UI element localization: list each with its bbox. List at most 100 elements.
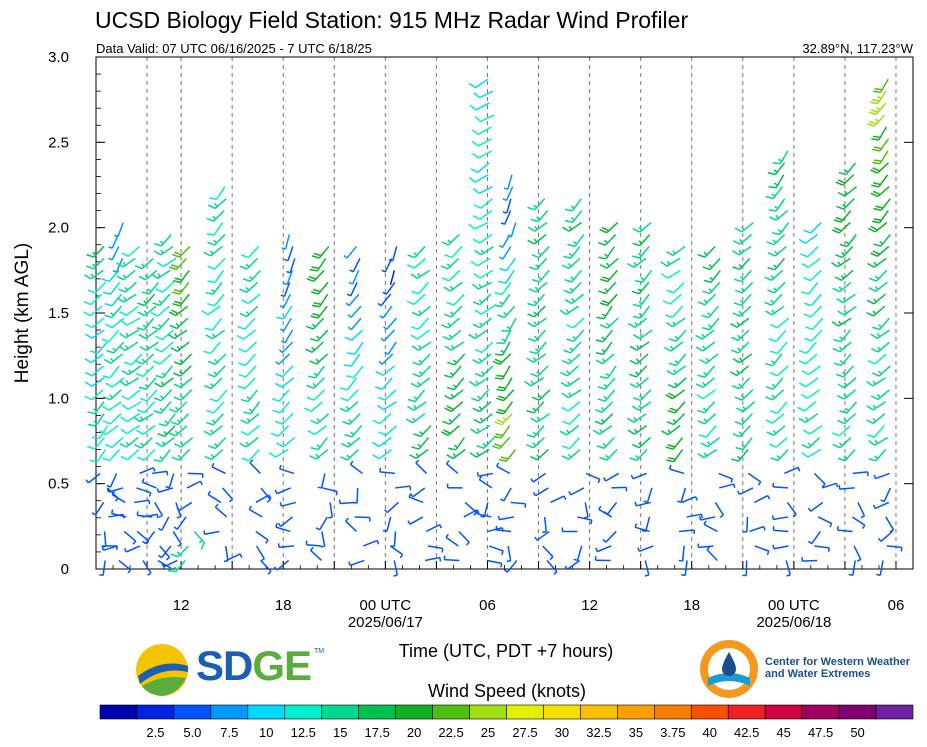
barb-flag [768,186,777,189]
wind-barb-low [678,545,685,562]
barb-flag [871,372,880,377]
barb-shaft [111,377,125,388]
barb-flag [470,260,478,267]
barb-shaft [499,516,515,521]
wind-barb [801,448,822,458]
barb-half-flag [110,312,115,316]
barb-half-flag [377,302,382,307]
barb-half-flag [703,452,708,457]
barb-shaft [93,245,105,258]
barb-flag [597,398,606,402]
wind-barb [339,401,359,413]
barb-flag [872,250,881,255]
wind-barb-low [277,543,294,548]
barb-flag [563,289,572,294]
barb-flag [411,311,420,317]
barb-flag [599,264,608,269]
wind-barb [866,413,886,425]
barb-half-flag [862,524,866,529]
wind-barb [769,365,789,377]
barb-half-flag [179,381,184,386]
cw3e-name: Center for Western Weather and Water Ext… [765,656,911,680]
barb-flag [154,347,163,353]
barb-half-flag [583,516,589,519]
barb-shaft [395,485,411,489]
wind-barb [87,437,105,450]
barb-flag [134,444,142,449]
wind-barb [410,269,431,279]
barb-half-flag [637,547,641,552]
wind-barb [345,293,360,307]
barb-shaft [681,545,685,561]
barb-flag [831,229,840,234]
barb-half-flag [739,357,743,362]
barb-flag [137,302,145,307]
barb-half-flag [701,333,706,338]
barb-shaft [207,493,222,504]
barb-flag [121,404,129,411]
barb-half-flag [532,442,537,447]
barb-flag [310,315,319,319]
barb-half-flag [286,270,291,274]
barb-half-flag [159,407,164,412]
wind-barb [772,222,790,236]
wind-barb [839,234,857,248]
barb-flag [473,92,481,99]
wind-barb [347,305,362,318]
barb-half-flag [158,514,163,519]
barb-shaft [604,377,616,390]
barb-flag [524,380,532,387]
barb-shaft [186,480,201,489]
wind-barb [599,365,617,379]
barb-shaft [773,545,789,550]
barb-flag [116,297,124,303]
wind-barb [470,162,490,174]
wind-barb [138,377,157,391]
barb-shaft [118,559,132,571]
wind-barb-low [495,462,511,475]
wind-barb [802,425,823,435]
barb-shaft [841,269,854,281]
barb-half-flag [447,322,451,327]
wind-barb [836,293,856,304]
barb-flag [311,304,320,308]
barb-half-flag [771,193,776,197]
wind-barb-low [583,502,589,519]
wind-barb [472,293,492,306]
wind-barb [207,353,227,366]
barb-half-flag [418,344,422,350]
barb-shaft [644,560,650,576]
wind-barb [275,353,290,365]
wind-barb [736,401,756,413]
wind-barb [634,269,653,284]
barb-shaft [636,449,648,461]
barb-shaft [211,448,224,461]
wind-barb [697,448,718,459]
barb-half-flag [738,263,743,268]
barb-flag [243,411,251,415]
wind-barb [239,437,259,448]
barb-half-flag [501,550,504,555]
x-tick-label: 00 UTC [768,597,820,614]
barb-shaft [632,472,648,480]
barb-flag [698,434,707,438]
barb-half-flag [347,441,352,446]
wind-barb [86,257,105,270]
y-tick-label: 2.0 [48,220,69,237]
wind-barb [661,425,681,436]
barb-half-flag [860,515,865,519]
barb-flag [104,443,113,449]
wind-barb [85,317,105,329]
wind-barb [121,245,141,258]
barb-flag [84,358,92,364]
wind-barb [476,437,495,449]
wind-barb-low [362,539,380,547]
barb-half-flag [124,286,129,291]
barb-flag [206,409,215,414]
wind-barb-low [161,559,178,568]
wind-barb [832,341,852,353]
barb-half-flag [872,504,876,509]
wind-barb [91,425,109,440]
wind-barb [493,425,511,439]
